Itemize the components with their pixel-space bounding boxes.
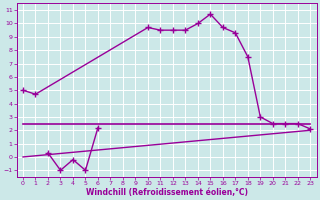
X-axis label: Windchill (Refroidissement éolien,°C): Windchill (Refroidissement éolien,°C) [86,188,248,197]
